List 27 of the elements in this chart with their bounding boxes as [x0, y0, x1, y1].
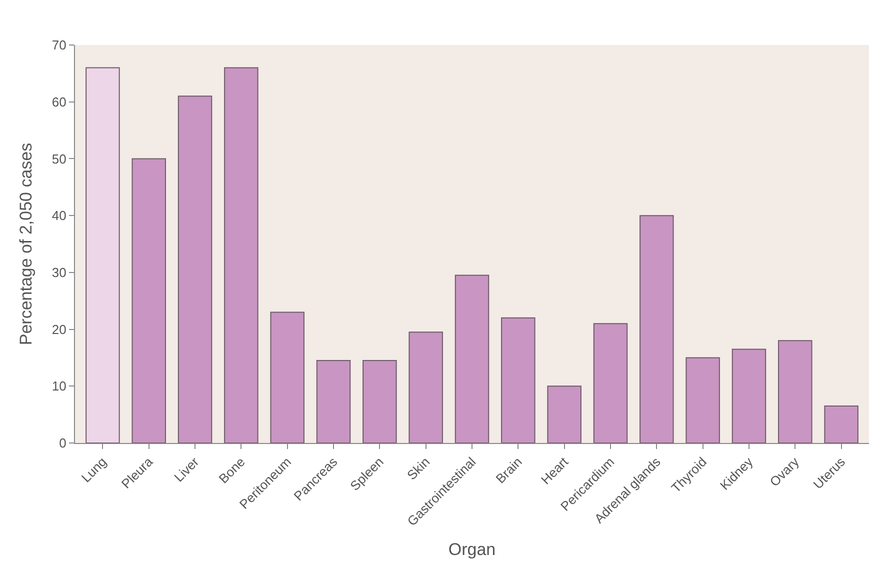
y-tick-label: 30	[52, 264, 66, 280]
bar	[270, 312, 304, 443]
bar	[408, 332, 443, 443]
bar	[824, 406, 858, 443]
bar	[778, 340, 812, 443]
y-tick-label: 50	[52, 151, 66, 166]
y-axis-title: Percentage of 2,050 cases	[16, 142, 36, 346]
y-tick-label: 0	[59, 436, 66, 451]
y-tick-label: 60	[52, 94, 66, 110]
bar	[501, 317, 536, 443]
y-tick-label: 20	[52, 322, 66, 337]
bar	[224, 67, 258, 443]
bar	[454, 274, 490, 443]
bar	[86, 67, 120, 443]
y-tick-label: 40	[52, 208, 66, 224]
y-tick-label: 70	[52, 38, 66, 53]
bar	[732, 348, 766, 443]
bar	[362, 360, 397, 443]
bar	[132, 158, 166, 443]
bar	[316, 360, 351, 443]
bar	[178, 96, 212, 443]
bar	[640, 215, 674, 443]
x-axis-title: Organ	[448, 540, 496, 560]
bar	[686, 357, 720, 443]
bar	[547, 386, 582, 443]
y-tick-label: 10	[52, 378, 66, 394]
bar	[593, 323, 628, 443]
